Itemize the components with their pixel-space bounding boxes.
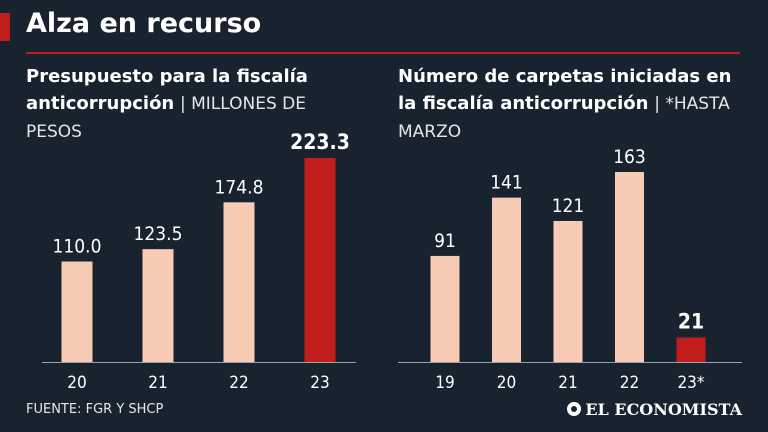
- title-divider: [26, 52, 740, 54]
- budget-bar-23: [304, 158, 336, 362]
- chart-title-cases: Número de carpetas iniciadas en la fisca…: [398, 63, 738, 146]
- budget-value-label: 110.0: [53, 236, 102, 258]
- cases-value-label: 141: [490, 172, 523, 194]
- cases-value-label: 163: [613, 146, 646, 168]
- brand-logo: EL ECONOMISTA: [567, 400, 742, 419]
- chart-title-budget-main: Presupuesto para la fiscalía anticorrupc…: [26, 66, 308, 114]
- cases-bar-20: [492, 197, 521, 362]
- chart-title-cases-note: | *HASTA MARZO: [398, 94, 730, 142]
- chart-title-budget: Presupuesto para la fiscalía anticorrupc…: [26, 63, 356, 146]
- budget-value-label: 223.3: [290, 130, 350, 154]
- source-note: FUENTE: FGR Y SHCP: [26, 402, 164, 417]
- budget-tick-label: 21: [148, 373, 167, 393]
- budget-value-label: 123.5: [134, 223, 183, 245]
- chart-title-budget-unit: | MILLONES DE PESOS: [26, 94, 306, 142]
- budget-tick-label: 20: [67, 373, 86, 393]
- budget-value-label: 174.8: [215, 176, 264, 198]
- cases-value-label: 21: [678, 310, 704, 334]
- page-title: Alza en recurso: [26, 8, 262, 39]
- budget-bar-20: [61, 261, 93, 362]
- budget-bar-21: [142, 249, 174, 362]
- budget-tick-label: 23: [310, 373, 329, 393]
- cases-value-label: 91: [434, 230, 456, 252]
- cases-tick-label: 22: [620, 373, 639, 393]
- budget-bar-22: [223, 202, 255, 362]
- cases-bar-21: [553, 220, 583, 362]
- cases-value-label: 121: [552, 195, 585, 217]
- cases-bar-19: [430, 255, 460, 362]
- accent-bar: [0, 13, 10, 41]
- cases-tick-label: 20: [497, 373, 516, 393]
- brand-mark-icon: [567, 402, 582, 416]
- budget-tick-label: 22: [229, 373, 248, 393]
- cases-tick-label: 19: [435, 373, 454, 393]
- cases-bar-22: [615, 172, 644, 362]
- cases-tick-label: 21: [558, 373, 577, 393]
- brand-name: EL ECONOMISTA: [585, 400, 742, 419]
- cases-bar-23*: [676, 337, 706, 362]
- cases-tick-label: 23*: [677, 373, 704, 393]
- chart-title-cases-main: Número de carpetas iniciadas en la fisca…: [398, 66, 732, 114]
